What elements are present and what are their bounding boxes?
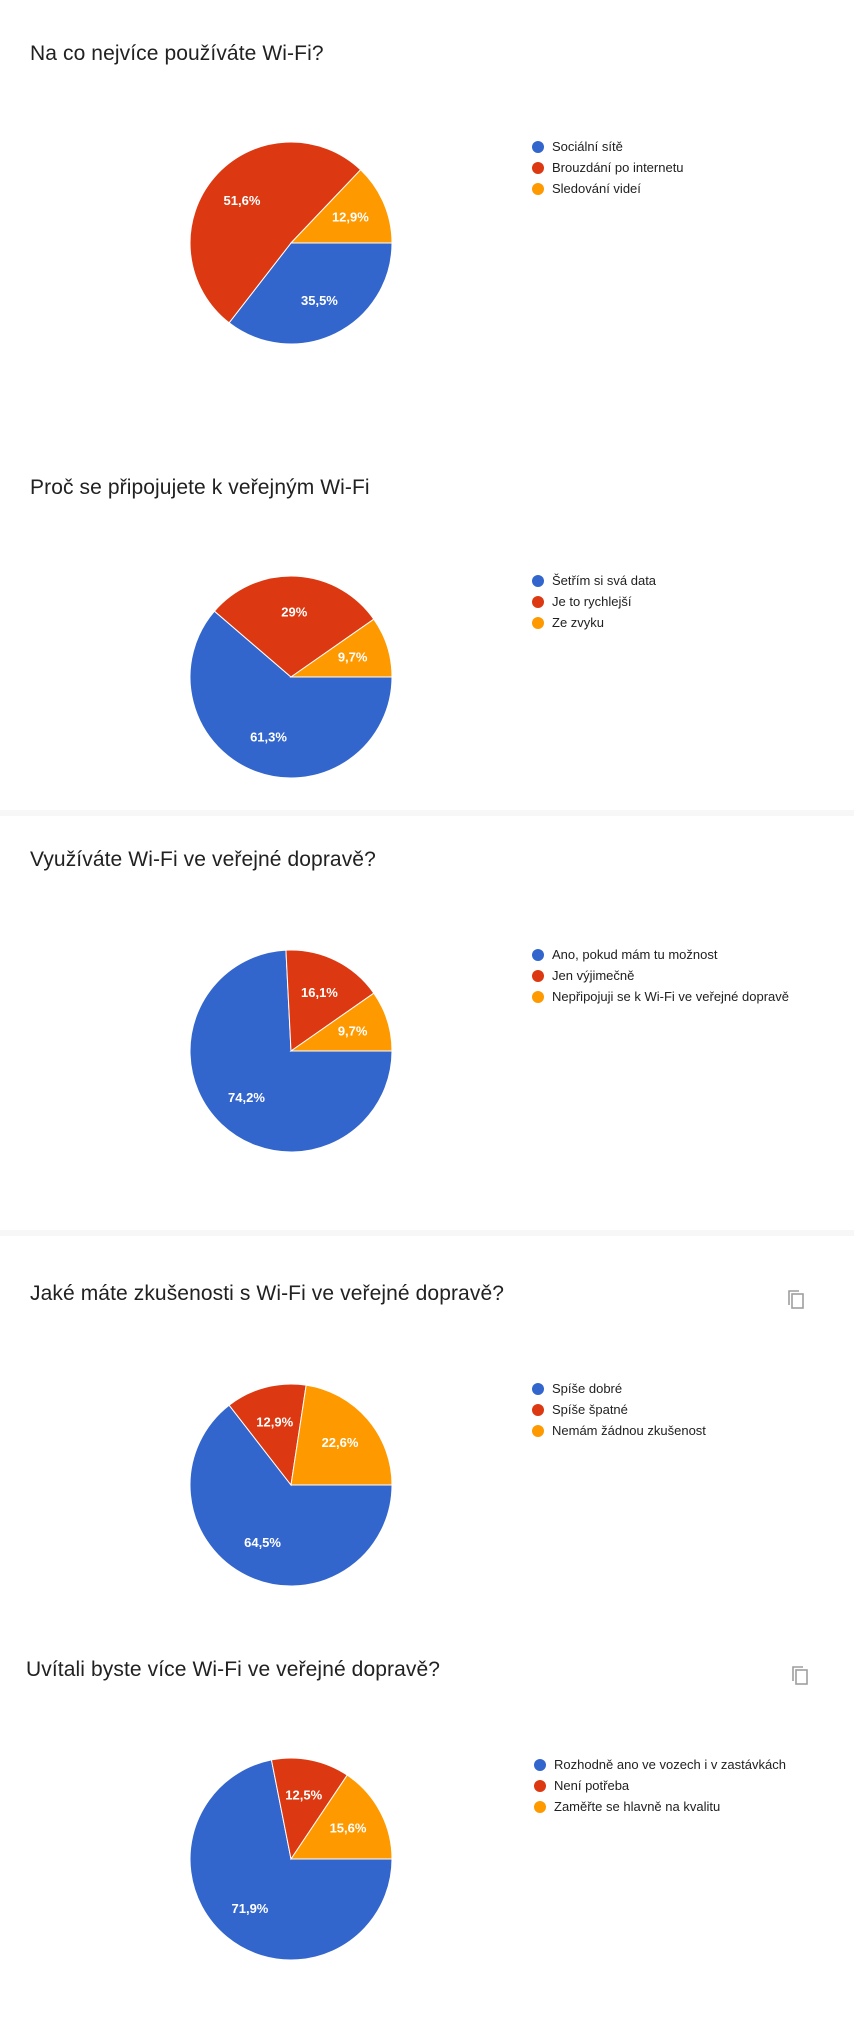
legend-dot-icon — [532, 596, 544, 608]
legend-dot-icon — [532, 949, 544, 961]
legend-label: Není potřeba — [554, 1778, 630, 1793]
pie-chart-3: 74,2% 16,1% 9,7% — [189, 949, 393, 1153]
slice-data-label: 74,2% — [228, 1090, 265, 1105]
slice-data-label: 9,7% — [338, 1024, 368, 1039]
legend-dot-icon — [532, 183, 544, 195]
legend-label: Spíše špatné — [552, 1402, 628, 1417]
legend-label: Sledování videí — [552, 181, 641, 196]
legend-item: Nepřipojuji se k Wi-Fi ve veřejné doprav… — [532, 988, 792, 1006]
pie-slice[interactable] — [270, 1757, 348, 1861]
chart-card-4: Jaké máte zkušenosti s Wi-Fi ve veřejné … — [0, 1236, 854, 1636]
legend-item: Nemám žádnou zkušenost — [532, 1422, 792, 1440]
slice-data-label: 61,3% — [250, 730, 287, 745]
pie-chart-1: 35,5% 51,6% 12,9% — [189, 141, 393, 345]
slice-data-label: 64,5% — [244, 1535, 281, 1550]
legend-item: Zaměřte se hlavně na kvalitu — [534, 1798, 794, 1816]
pie-slice[interactable] — [289, 992, 393, 1052]
legend-dot-icon — [532, 970, 544, 982]
legend-dot-icon — [534, 1801, 546, 1813]
chart-1-legend: Sociální sítě Brouzdání po internetu Sle… — [532, 138, 792, 201]
legend-dot-icon — [532, 575, 544, 587]
pie-slice[interactable] — [189, 141, 362, 324]
legend-item: Šetřím si svá data — [532, 572, 792, 590]
legend-label: Jen výjimečně — [552, 968, 635, 983]
slice-data-label: 15,6% — [330, 1821, 367, 1836]
chart-card-2: Proč se připojujete k veřejným Wi-Fi 61,… — [0, 450, 854, 810]
copy-icon[interactable] — [786, 1288, 806, 1312]
legend-item: Sledování videí — [532, 180, 792, 198]
chart-1-title: Na co nejvíce používáte Wi-Fi? — [30, 42, 324, 65]
slice-data-label: 12,9% — [332, 210, 369, 225]
chart-4-legend: Spíše dobré Spíše špatné Nemám žádnou zk… — [532, 1380, 792, 1443]
legend-dot-icon — [532, 1383, 544, 1395]
chart-2-title: Proč se připojujete k veřejným Wi-Fi — [30, 476, 370, 499]
legend-label: Nemám žádnou zkušenost — [552, 1423, 706, 1438]
legend-item: Sociální sítě — [532, 138, 792, 156]
legend-item: Je to rychlejší — [532, 593, 792, 611]
legend-dot-icon — [534, 1759, 546, 1771]
chart-card-3: Využíváte Wi-Fi ve veřejné dopravě? 74,2… — [0, 816, 854, 1230]
pie-slice[interactable] — [289, 618, 393, 678]
legend-dot-icon — [532, 1425, 544, 1437]
legend-item: Ano, pokud mám tu možnost — [532, 946, 792, 964]
pie-slice[interactable] — [228, 242, 393, 345]
slice-data-label: 22,6% — [322, 1435, 359, 1450]
legend-label: Ze zvyku — [552, 615, 605, 630]
legend-label: Rozhodně ano ve vozech i v zastávkách — [554, 1757, 786, 1772]
pie-slice[interactable] — [189, 1404, 393, 1587]
slice-data-label: 29% — [281, 604, 307, 619]
legend-item: Brouzdání po internetu — [532, 159, 792, 177]
slice-data-label: 51,6% — [224, 193, 261, 208]
legend-dot-icon — [532, 617, 544, 629]
legend-label: Nepřipojuji se k Wi-Fi ve veřejné doprav… — [552, 989, 789, 1004]
legend-label: Je to rychlejší — [552, 594, 632, 609]
pie-chart-4: 64,5% 12,9% 22,6% — [189, 1383, 393, 1587]
legend-dot-icon — [532, 162, 544, 174]
section-divider — [0, 810, 854, 816]
legend-item: Jen výjimečně — [532, 967, 792, 985]
slice-data-label: 71,9% — [232, 1901, 269, 1916]
pie-slice[interactable] — [290, 1774, 393, 1860]
legend-label: Spíše dobré — [552, 1381, 623, 1396]
slice-data-label: 12,9% — [256, 1414, 293, 1429]
legend-item: Spíše dobré — [532, 1380, 792, 1398]
legend-label: Šetřím si svá data — [552, 573, 657, 588]
chart-card-1: Na co nejvíce používáte Wi-Fi? 35,5% 51,6… — [0, 0, 854, 450]
slice-data-label: 16,1% — [301, 985, 338, 1000]
slice-data-label: 12,5% — [285, 1788, 322, 1803]
legend-label: Sociální sítě — [552, 139, 623, 154]
pie-slice[interactable] — [289, 169, 393, 244]
chart-3-title: Využíváte Wi-Fi ve veřejné dopravě? — [30, 848, 376, 871]
legend-dot-icon — [534, 1780, 546, 1792]
pie-slice[interactable] — [285, 949, 375, 1052]
slice-data-label: 9,7% — [338, 650, 368, 665]
chart-5-legend: Rozhodně ano ve vozech i v zastávkách Ne… — [534, 1756, 794, 1819]
pie-slice[interactable] — [228, 1383, 307, 1487]
legend-label: Zaměřte se hlavně na kvalitu — [554, 1799, 721, 1814]
pie-chart-5: 71,9% 12,5% 15,6% — [189, 1757, 393, 1961]
pie-slice[interactable] — [213, 575, 375, 678]
section-divider — [0, 1230, 854, 1236]
pie-slice[interactable] — [189, 610, 393, 779]
chart-card-5: Uvítali byste více Wi-Fi ve veřejné dopr… — [0, 1636, 854, 2026]
copy-icon[interactable] — [790, 1664, 810, 1688]
legend-item: Ze zvyku — [532, 614, 792, 632]
legend-dot-icon — [532, 991, 544, 1003]
legend-item: Spíše špatné — [532, 1401, 792, 1419]
chart-2-legend: Šetřím si svá data Je to rychlejší Ze zv… — [532, 572, 792, 635]
chart-3-legend: Ano, pokud mám tu možnost Jen výjimečně … — [532, 946, 792, 1009]
pie-slice[interactable] — [189, 1759, 393, 1961]
chart-5-title: Uvítali byste více Wi-Fi ve veřejné dopr… — [26, 1658, 441, 1681]
slice-data-label: 35,5% — [301, 293, 338, 308]
legend-dot-icon — [532, 1404, 544, 1416]
pie-chart-2: 61,3% 29% 9,7% — [189, 575, 393, 779]
legend-item: Není potřeba — [534, 1777, 794, 1795]
chart-4-title: Jaké máte zkušenosti s Wi-Fi ve veřejné … — [30, 1282, 504, 1305]
legend-label: Brouzdání po internetu — [552, 160, 684, 175]
legend-item: Rozhodně ano ve vozech i v zastávkách — [534, 1756, 794, 1774]
pie-slice[interactable] — [290, 1384, 393, 1486]
legend-dot-icon — [532, 141, 544, 153]
legend-label: Ano, pokud mám tu možnost — [552, 947, 718, 962]
